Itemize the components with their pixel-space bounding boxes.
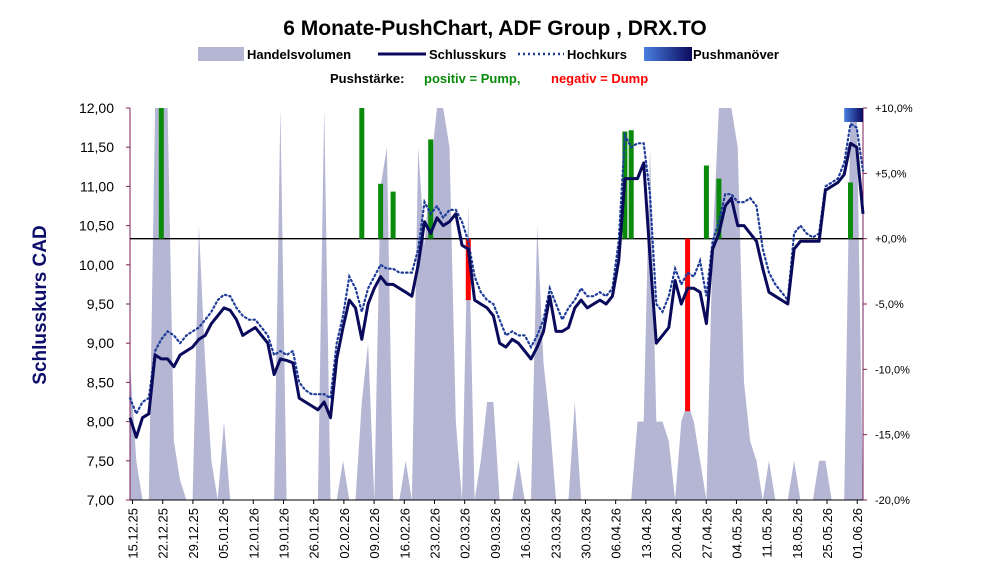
y-tick-label: 12,00 <box>79 100 114 116</box>
y2-tick-label: -20,0% <box>875 495 910 507</box>
x-tick-label: 11.05.26 <box>760 508 775 558</box>
legend-volume-swatch <box>198 47 244 61</box>
x-tick-label: 01.06.26 <box>850 508 865 559</box>
x-tick-label: 23.02.26 <box>428 508 443 559</box>
y2-tick-label: +0,0% <box>875 234 907 246</box>
x-tick-label: 15.12.25 <box>126 508 141 559</box>
legend-close-label: Schlusskurs <box>429 47 506 62</box>
y-tick-label: 8,00 <box>87 414 114 430</box>
pump-bar <box>716 178 722 239</box>
pump-bar <box>390 191 396 239</box>
dump-bar <box>685 238 691 412</box>
x-tick-label: 22.12.25 <box>156 508 171 559</box>
y2-tick-label: -5,0% <box>875 299 904 311</box>
legend-push-swatch <box>644 47 692 61</box>
x-tick-label: 25.05.26 <box>820 508 835 559</box>
x-tick-label: 02.03.26 <box>458 508 473 559</box>
push-marker <box>844 108 863 122</box>
price-lines-group <box>128 121 865 439</box>
y2-tick-label: +5,0% <box>875 168 907 180</box>
x-tick-label: 20.04.26 <box>669 508 684 559</box>
pump-bar <box>359 108 365 239</box>
close-price-line <box>128 141 865 439</box>
strength-negative: negativ = Dump <box>551 71 648 86</box>
y-tick-label: 9,00 <box>87 335 114 351</box>
y2-tick-label: -15,0% <box>875 430 910 442</box>
x-tick-label: 19.01.26 <box>277 508 292 559</box>
pump-bar <box>428 139 434 239</box>
x-tick-label: 16.02.26 <box>397 508 412 559</box>
volume-area <box>130 108 863 500</box>
y-tick-label: 8,50 <box>87 374 114 390</box>
y-tick-label: 7,50 <box>87 453 114 469</box>
x-tick-label: 18.05.26 <box>790 508 805 559</box>
x-tick-label: 09.03.26 <box>488 508 503 559</box>
pump-bar <box>848 182 853 239</box>
pump-bar <box>158 108 164 239</box>
chart-title: 6 Monate-PushChart, ADF Group , DRX.TO <box>283 17 707 40</box>
legend-volume-label: Handelsvolumen <box>247 47 351 62</box>
strength-note: Pushstärke: positiv = Pump, negativ = Du… <box>330 71 648 86</box>
y-tick-label: 9,50 <box>87 296 114 312</box>
strength-label: Pushstärke: <box>330 71 404 86</box>
push-bars-group <box>158 108 863 412</box>
y-tick-label: 11,00 <box>80 178 114 194</box>
pump-bar <box>628 130 634 239</box>
x-tick-label: 16.03.26 <box>518 508 533 559</box>
y-tick-label: 11,50 <box>80 139 114 155</box>
pump-bar <box>703 165 709 239</box>
high-price-line <box>128 121 865 417</box>
x-tick-label: 12.01.26 <box>246 508 261 559</box>
x-tick-label: 30.03.26 <box>579 508 594 559</box>
x-tick-label: 05.01.26 <box>216 508 231 559</box>
legend: Handelsvolumen Schlusskurs Hochkurs Push… <box>198 47 779 62</box>
y-tick-label: 10,50 <box>79 218 114 234</box>
x-tick-label: 04.05.26 <box>729 508 744 559</box>
x-tick-label: 29.12.25 <box>186 508 201 559</box>
x-tick-label: 26.01.26 <box>307 508 322 559</box>
volume-area-group <box>130 108 863 500</box>
x-tick-label: 27.04.26 <box>699 508 714 559</box>
y-tick-label: 10,00 <box>79 257 114 273</box>
x-tick-label: 02.02.26 <box>337 508 352 559</box>
tick-labels-group: 7,00 7,50 8,00 8,50 9,00 9,50 10,00 10,50 11,00 1… <box>79 100 913 559</box>
x-tick-label: 09.02.26 <box>367 508 382 559</box>
pump-bar <box>378 183 384 239</box>
x-tick-label: 23.03.26 <box>548 508 563 559</box>
strength-positive: positiv = Pump, <box>424 71 520 86</box>
y-axis-label: Schlusskurs CAD <box>30 225 51 384</box>
legend-push-label: Pushmanöver <box>693 47 779 62</box>
y-tick-label: 7,00 <box>87 492 114 508</box>
axes-group <box>126 107 867 504</box>
dump-bar <box>465 238 471 301</box>
x-tick-label: 06.04.26 <box>609 508 624 559</box>
x-tick-label: 13.04.26 <box>639 508 654 559</box>
y2-tick-label: +10,0% <box>875 103 913 115</box>
y2-tick-label: -10,0% <box>875 364 910 376</box>
legend-high-label: Hochkurs <box>567 47 627 62</box>
